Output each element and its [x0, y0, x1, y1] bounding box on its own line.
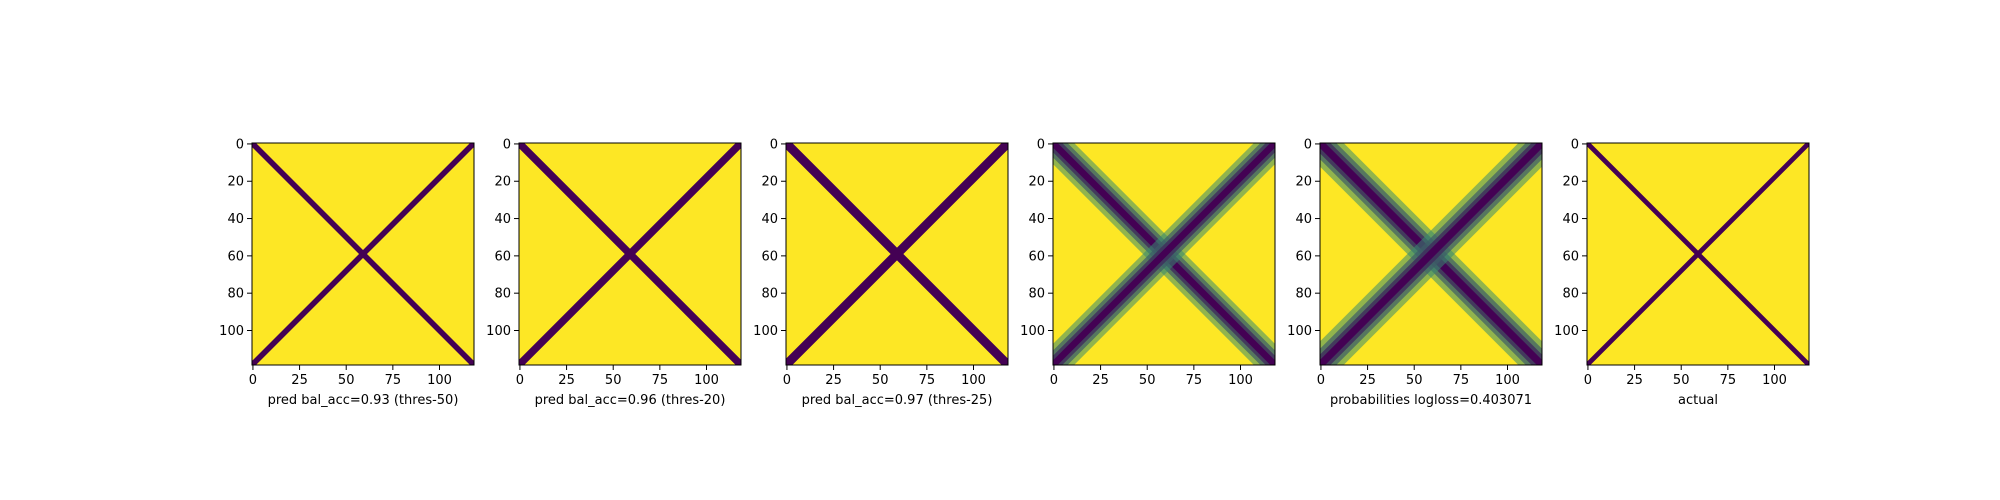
y-tick-label: 100	[1287, 324, 1312, 339]
y-tick-label: 0	[1304, 137, 1312, 152]
axes-frame	[1586, 142, 1810, 366]
y-tick-label: 40	[1562, 212, 1579, 227]
y-tick-label: 40	[1028, 212, 1045, 227]
y-tick-label: 60	[227, 249, 244, 264]
x-tick-label: 100	[694, 373, 719, 388]
x-tick-label: 75	[1186, 373, 1203, 388]
y-tick-label: 100	[753, 324, 778, 339]
y-tick-label: 20	[227, 175, 244, 190]
x-tick-label: 25	[291, 373, 308, 388]
y-tick-label: 40	[227, 212, 244, 227]
y-tick-label: 80	[227, 287, 244, 302]
anti-diagonal-band	[252, 143, 474, 365]
y-tick-label: 100	[1020, 324, 1045, 339]
x-axis-label: pred bal_acc=0.96 (thres-20)	[535, 393, 726, 408]
y-tick-label: 100	[219, 324, 244, 339]
y-tick-label: 60	[1295, 249, 1312, 264]
y-tick-label: 0	[1571, 137, 1579, 152]
heatmap-bands	[786, 143, 1008, 365]
x-tick-label: 25	[1359, 373, 1376, 388]
x-axis-label: actual	[1678, 393, 1718, 408]
y-tick-label: 0	[1037, 137, 1045, 152]
x-axis-label: probabilities logloss=0.403071	[1330, 393, 1532, 408]
heatmap-bands	[252, 143, 474, 365]
x-tick-label: 100	[427, 373, 452, 388]
heatmap-panel-3: 0 25 50 75 100 0 20 40 60 80 100 pred bal_acc=0.97 …	[753, 137, 1009, 408]
anti-diagonal-band	[519, 143, 741, 365]
x-tick-label: 25	[1092, 373, 1109, 388]
y-tick-label: 80	[1562, 287, 1579, 302]
x-tick-label: 0	[1317, 373, 1325, 388]
x-tick-label: 50	[338, 373, 355, 388]
x-tick-label: 25	[825, 373, 842, 388]
x-tick-label: 50	[1139, 373, 1156, 388]
y-tick-label: 100	[486, 324, 511, 339]
y-tick-label: 60	[1028, 249, 1045, 264]
x-tick-label: 100	[1228, 373, 1253, 388]
x-tick-label: 50	[1673, 373, 1690, 388]
x-tick-label: 25	[1626, 373, 1643, 388]
heatmap-panel-1: 0 25 50 75 100 0 20 40 60 80 100 pred bal_acc=0.93 …	[219, 137, 475, 408]
y-tick-label: 80	[1028, 287, 1045, 302]
y-tick-label: 60	[1562, 249, 1579, 264]
x-tick-label: 75	[652, 373, 669, 388]
axes-frame	[251, 142, 475, 366]
heatmap-panel-5: 0 25 50 75 100 0 20 40 60 80 100 probabilities logl…	[1287, 137, 1543, 408]
anti-diagonal-band	[1587, 143, 1809, 365]
y-tick-label: 20	[1028, 175, 1045, 190]
x-tick-label: 50	[605, 373, 622, 388]
heatmap-panel-2: 0 25 50 75 100 0 20 40 60 80 100 pred bal_acc=0.96 …	[486, 137, 742, 408]
heatmap-panel-4: 0 25 50 75 100 0 20 40 60 80 100	[1020, 137, 1276, 388]
x-tick-label: 75	[385, 373, 402, 388]
x-tick-label: 100	[1762, 373, 1787, 388]
y-tick-label: 60	[761, 249, 778, 264]
heatmap-bands	[519, 143, 741, 365]
y-tick-label: 80	[761, 287, 778, 302]
heatmap-bands	[1320, 143, 1542, 365]
x-tick-label: 100	[961, 373, 986, 388]
y-tick-label: 80	[1295, 287, 1312, 302]
x-tick-label: 0	[783, 373, 791, 388]
y-tick-label: 40	[1295, 212, 1312, 227]
x-tick-label: 50	[872, 373, 889, 388]
y-tick-label: 100	[1554, 324, 1579, 339]
heatmap-bands	[1587, 143, 1809, 365]
x-tick-label: 25	[558, 373, 575, 388]
x-tick-label: 0	[516, 373, 524, 388]
x-tick-label: 75	[919, 373, 936, 388]
y-tick-label: 20	[494, 175, 511, 190]
y-tick-label: 40	[494, 212, 511, 227]
axes-frame	[1052, 142, 1276, 366]
anti-diagonal-band-layer-4	[1320, 143, 1542, 365]
x-tick-label: 50	[1406, 373, 1423, 388]
x-tick-label: 0	[1584, 373, 1592, 388]
anti-diagonal-band	[786, 143, 1008, 365]
axes-frame	[1319, 142, 1543, 366]
y-tick-label: 0	[770, 137, 778, 152]
axes-frame	[518, 142, 742, 366]
x-tick-label: 100	[1495, 373, 1520, 388]
y-tick-label: 40	[761, 212, 778, 227]
axes-frame	[785, 142, 1009, 366]
heatmap-panel-6: 0 25 50 75 100 0 20 40 60 80 100 actual	[1554, 137, 1810, 408]
y-tick-label: 0	[236, 137, 244, 152]
x-axis-label: pred bal_acc=0.97 (thres-25)	[802, 393, 993, 408]
x-tick-label: 0	[249, 373, 257, 388]
x-tick-label: 75	[1453, 373, 1470, 388]
y-tick-label: 20	[1295, 175, 1312, 190]
y-tick-label: 0	[503, 137, 511, 152]
y-tick-label: 80	[494, 287, 511, 302]
y-tick-label: 20	[1562, 175, 1579, 190]
x-tick-label: 75	[1720, 373, 1737, 388]
y-tick-label: 20	[761, 175, 778, 190]
anti-diagonal-band-layer-4	[1053, 143, 1275, 365]
x-axis-label: pred bal_acc=0.93 (thres-50)	[268, 393, 459, 408]
heatmap-bands	[1053, 143, 1275, 365]
x-tick-label: 0	[1050, 373, 1058, 388]
y-tick-label: 60	[494, 249, 511, 264]
